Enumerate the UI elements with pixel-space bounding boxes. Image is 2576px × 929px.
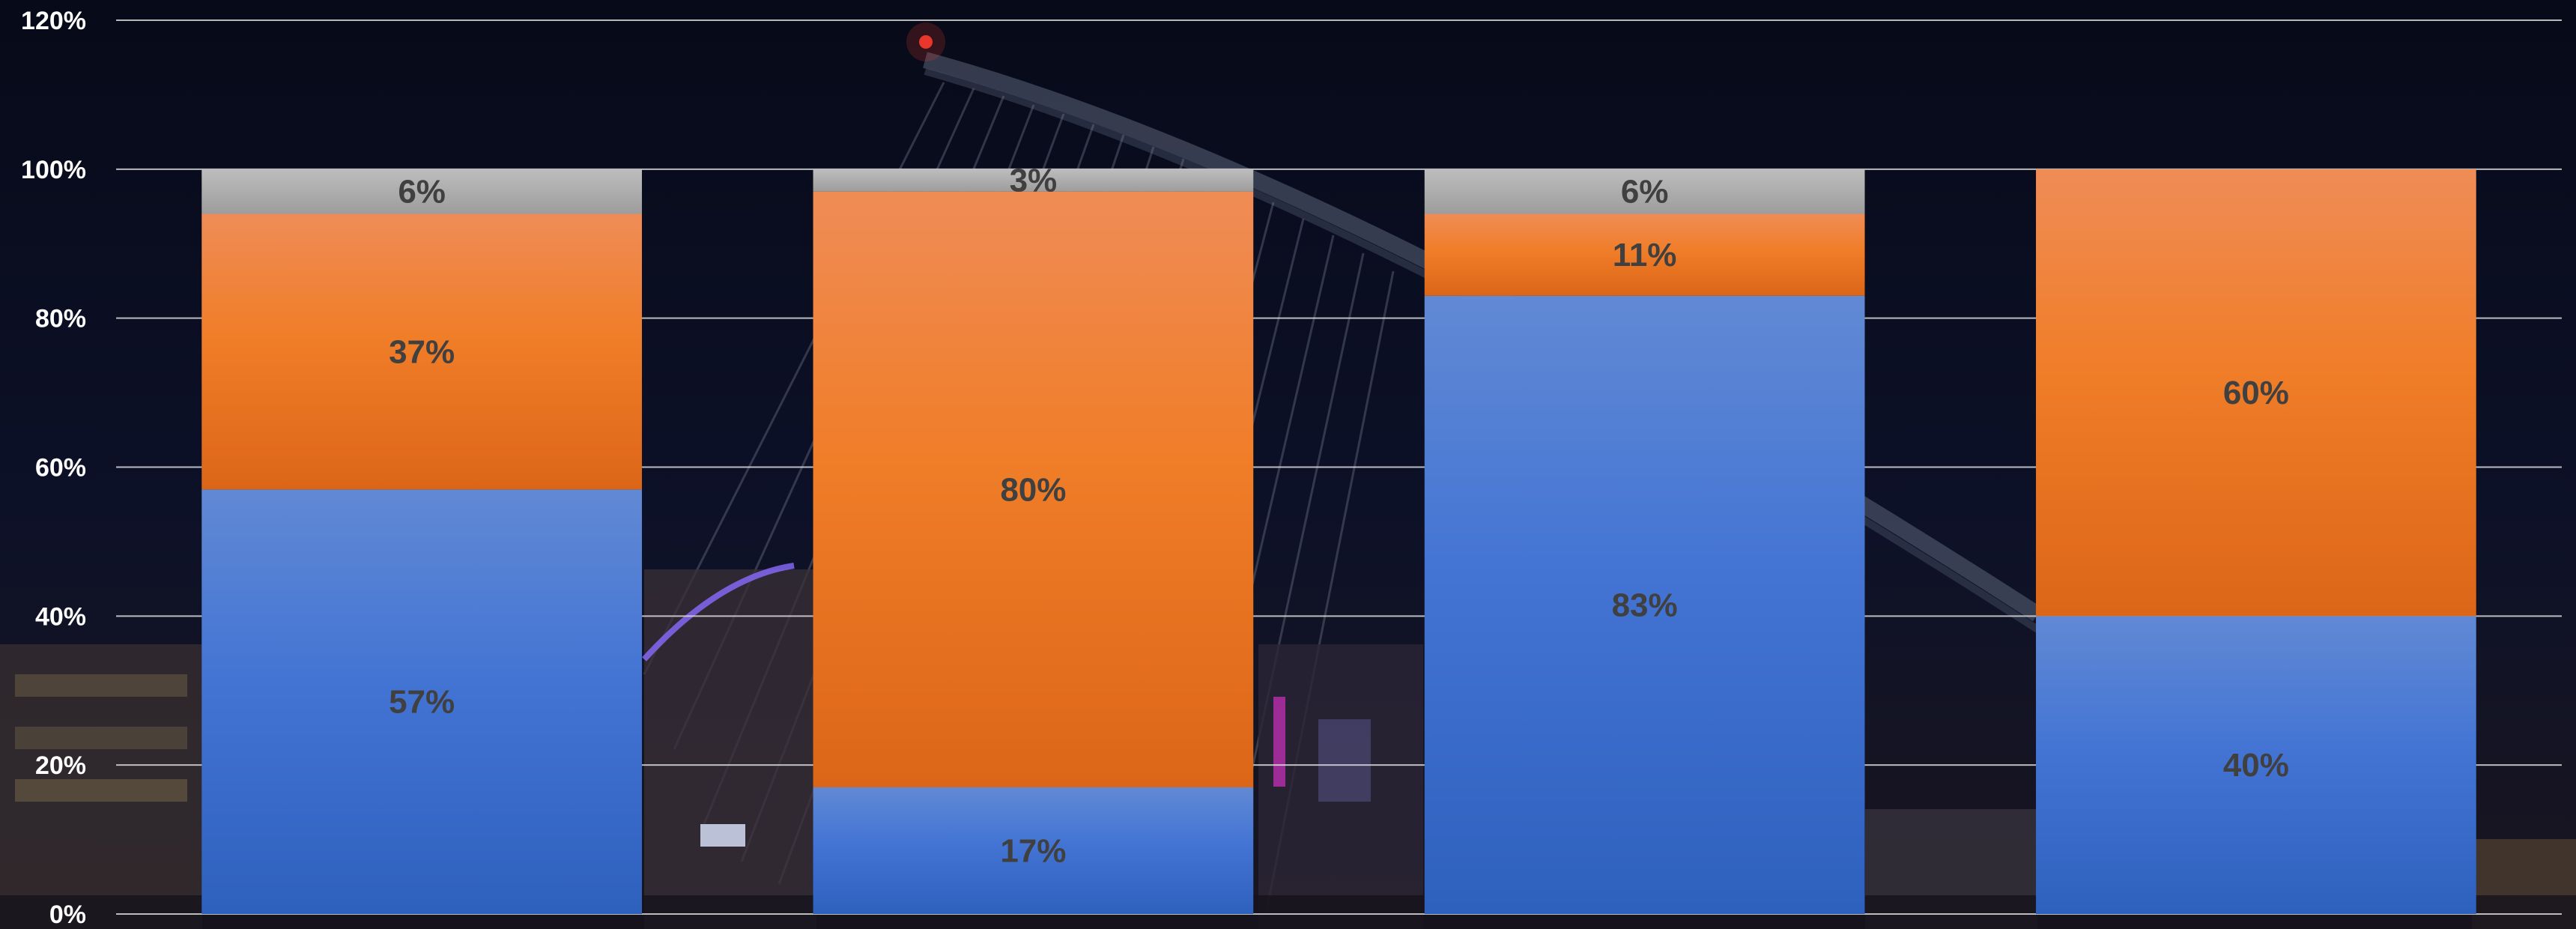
data-label: 37% bbox=[389, 333, 455, 370]
bar-segment bbox=[2036, 169, 2476, 617]
data-label: 57% bbox=[389, 684, 455, 721]
bar-segment bbox=[201, 489, 642, 914]
data-label: 3% bbox=[1010, 163, 1058, 199]
y-tick-label: 0% bbox=[49, 901, 86, 929]
y-tick-label: 120% bbox=[21, 7, 86, 35]
y-tick-label: 40% bbox=[35, 602, 86, 631]
bar-segment bbox=[813, 787, 1254, 914]
data-label: 60% bbox=[2223, 375, 2289, 411]
data-labels-group: 57% 37% 6% 17% 80% 3% 83% 11% 6% 40% 60% bbox=[389, 163, 2289, 870]
data-label: 6% bbox=[398, 174, 446, 211]
y-tick-label: 60% bbox=[35, 454, 86, 482]
bar-segment bbox=[1424, 295, 1865, 914]
data-label: 83% bbox=[1612, 587, 1678, 623]
data-label: 6% bbox=[1621, 174, 1669, 211]
data-label: 80% bbox=[1000, 471, 1066, 508]
bar-segment bbox=[1424, 169, 1865, 214]
y-axis: 0% 20% 40% 60% 80% 100% 120% bbox=[21, 7, 86, 929]
bar-segment bbox=[813, 191, 1254, 787]
data-label: 11% bbox=[1613, 237, 1677, 273]
bar-segment bbox=[201, 169, 642, 214]
bar-segment bbox=[2036, 616, 2476, 914]
y-tick-label: 20% bbox=[35, 751, 86, 780]
data-label: 17% bbox=[1000, 832, 1066, 869]
bar-segment bbox=[201, 214, 642, 490]
y-tick-label: 100% bbox=[21, 156, 86, 184]
y-tick-label: 80% bbox=[35, 305, 86, 333]
data-label: 40% bbox=[2223, 747, 2289, 784]
bar-segment bbox=[1424, 214, 1865, 296]
bar-segment bbox=[813, 169, 1254, 192]
bars-group bbox=[201, 169, 2476, 914]
